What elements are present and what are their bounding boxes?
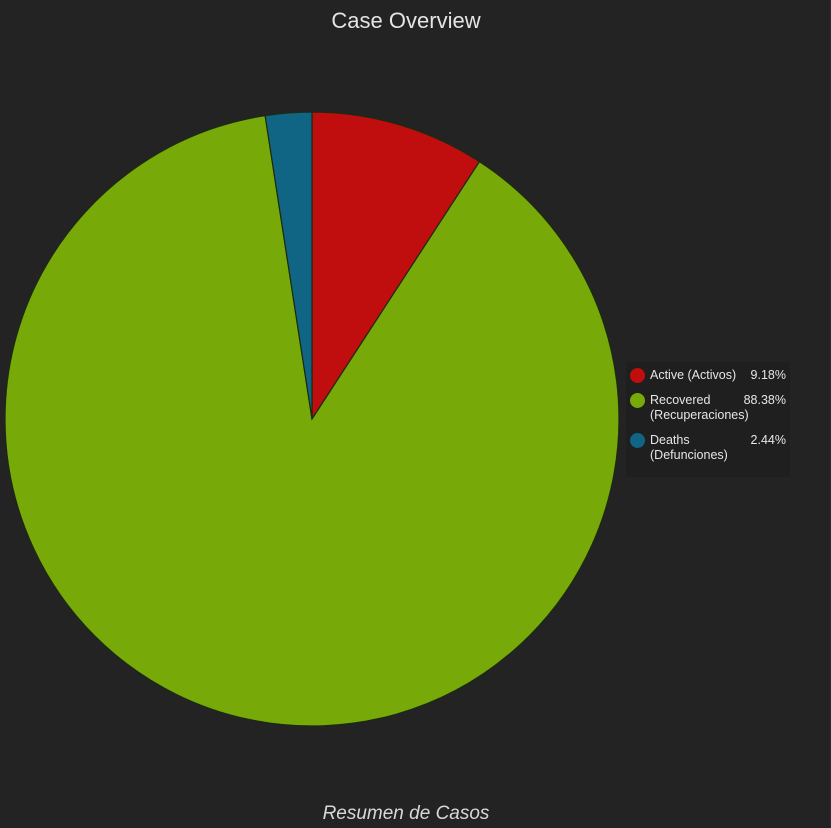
legend-label-recovered: Recovered (Recuperaciones) (650, 393, 749, 422)
pie-slice-active[interactable] (311, 111, 481, 422)
legend-value-recovered: 88.38% (743, 393, 786, 407)
pie-slice-deaths[interactable] (264, 111, 313, 420)
legend-value-deaths: 2.44% (750, 433, 786, 447)
legend-swatch-deaths (630, 433, 645, 448)
legend-label-active: Active (Activos) (650, 368, 737, 382)
legend: Active (Activos) 9.18% Recovered (Recupe… (626, 362, 790, 477)
pie-slice-recovered[interactable] (4, 114, 620, 727)
legend-swatch-active (630, 368, 645, 383)
legend-swatch-recovered (630, 393, 645, 408)
legend-item-recovered[interactable]: Recovered (Recuperaciones) 88.38% (626, 393, 790, 423)
legend-label-deaths: Deaths (Defunciones) (650, 433, 728, 462)
legend-item-active[interactable]: Active (Activos) 9.18% (626, 368, 790, 383)
chart-title: Case Overview (331, 8, 481, 33)
footer-title: Resumen de Casos (322, 803, 490, 824)
legend-item-deaths[interactable]: Deaths (Defunciones) 2.44% (626, 433, 790, 463)
legend-value-active: 9.18% (750, 368, 786, 382)
